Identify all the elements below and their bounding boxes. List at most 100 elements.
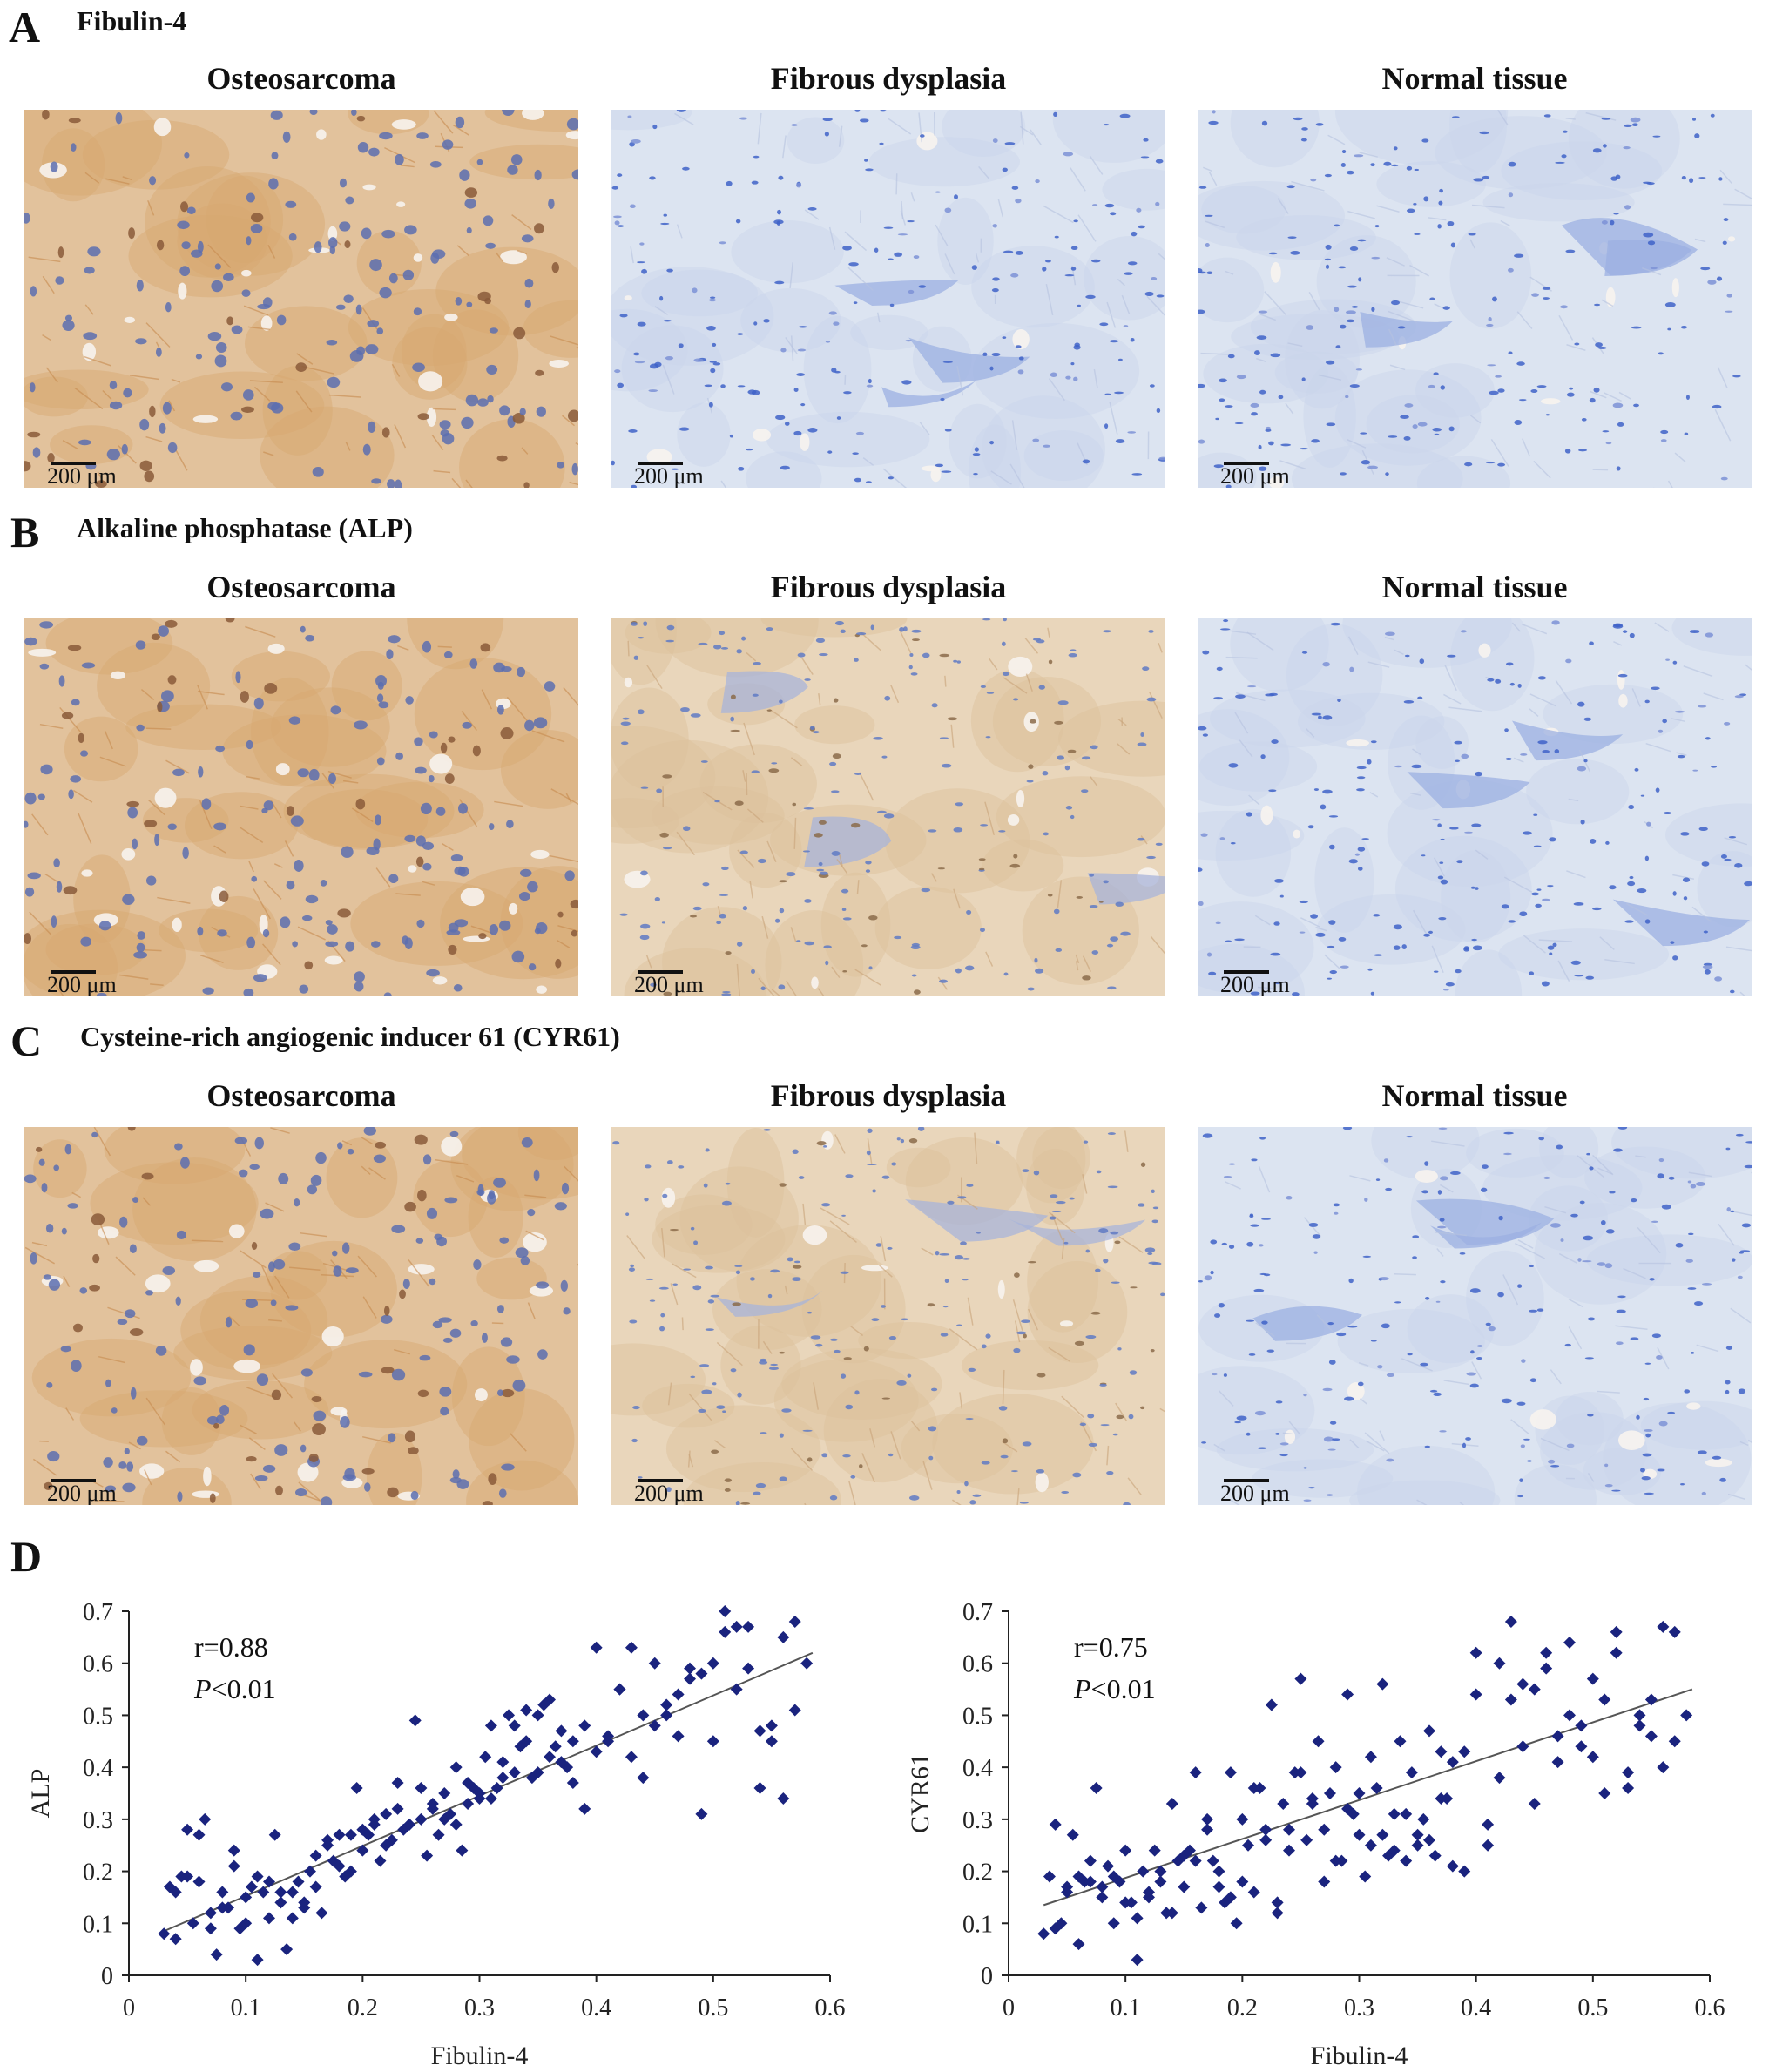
data-point — [660, 1709, 673, 1722]
data-point — [1376, 1677, 1389, 1691]
data-point — [1318, 1823, 1331, 1836]
data-point — [233, 1922, 246, 1935]
data-point — [438, 1787, 451, 1799]
data-point — [613, 1683, 626, 1696]
data-point — [753, 1724, 766, 1738]
data-point — [1405, 1766, 1418, 1779]
data-point — [309, 1880, 322, 1893]
data-point — [380, 1839, 393, 1852]
data-point — [456, 1844, 469, 1857]
data-point — [1668, 1735, 1681, 1748]
data-point — [637, 1709, 650, 1722]
data-point — [1236, 1875, 1249, 1888]
data-point — [1657, 1620, 1670, 1633]
scatter-plot-cyr61: 0 0.1 0.2 0.3 0.4 0.5 0.6 0.7 0 0.1 0.2 0.3 0.4 0.5 0.… — [880, 1585, 1769, 2072]
scale-label: 200 μm — [1220, 1481, 1290, 1505]
data-point — [765, 1735, 778, 1748]
data-point — [1540, 1662, 1553, 1675]
data-point — [1084, 1854, 1097, 1867]
data-point — [368, 1812, 381, 1826]
data-point — [788, 1615, 801, 1628]
x-tick-label: 0 — [1003, 1994, 1015, 2021]
data-point — [280, 1943, 294, 1956]
y-tick-label: 0.3 — [962, 1807, 993, 1834]
data-point — [309, 1849, 322, 1862]
data-point — [1224, 1891, 1237, 1904]
data-point — [1178, 1880, 1191, 1893]
y-tick-label: 0.7 — [962, 1599, 993, 1626]
y-tick-label: 0 — [101, 1963, 113, 1990]
data-point — [1165, 1907, 1178, 1920]
data-point — [578, 1802, 591, 1815]
data-point — [1143, 1886, 1155, 1899]
data-point — [590, 1641, 603, 1654]
micrograph-b-osteosarcoma: 200 μm — [24, 618, 578, 996]
data-point — [777, 1630, 790, 1643]
data-point — [1318, 1875, 1331, 1888]
scale-bar — [1224, 970, 1269, 974]
data-point — [227, 1859, 240, 1873]
data-point — [1107, 1917, 1120, 1930]
data-point — [268, 1828, 281, 1841]
data-point — [1364, 1839, 1377, 1852]
data-point — [578, 1719, 591, 1732]
data-point — [555, 1756, 568, 1769]
micrograph-b-normal-tissue: 200 μm — [1198, 618, 1752, 996]
data-point — [1329, 1761, 1342, 1774]
data-point — [356, 1823, 369, 1836]
data-point — [660, 1698, 673, 1711]
data-point — [1644, 1693, 1658, 1706]
data-point — [1610, 1625, 1623, 1638]
data-point — [484, 1792, 497, 1805]
data-point — [561, 1761, 574, 1774]
data-point — [648, 1657, 661, 1670]
data-point — [240, 1891, 253, 1904]
data-point — [408, 1714, 422, 1727]
data-point — [1423, 1833, 1435, 1846]
data-point — [1493, 1772, 1506, 1785]
data-point — [1271, 1907, 1284, 1920]
data-point — [566, 1777, 579, 1790]
micrograph-c-osteosarcoma: 200 μm — [24, 1127, 578, 1505]
data-point — [490, 1782, 503, 1795]
data-point — [1096, 1891, 1109, 1904]
data-point — [1154, 1865, 1167, 1878]
data-point — [800, 1657, 814, 1670]
data-point — [625, 1641, 638, 1654]
col-title-normal-tissue-c: Normal tissue — [1381, 1078, 1568, 1113]
col-title-fibrous-dysplasia-b: Fibrous dysplasia — [770, 570, 1007, 604]
x-tick-label: 0.5 — [698, 1994, 728, 2021]
data-point — [1148, 1844, 1161, 1857]
data-point — [1341, 1688, 1354, 1701]
data-point — [350, 1782, 363, 1795]
panel-letter-a: A — [9, 3, 41, 51]
col-title-normal-tissue-a: Normal tissue — [1381, 61, 1568, 96]
micrograph-c-normal-tissue: 200 μm — [1198, 1127, 1752, 1505]
data-point — [625, 1751, 638, 1764]
data-point — [1294, 1672, 1307, 1685]
data-point — [181, 1870, 194, 1883]
data-point — [1435, 1745, 1448, 1758]
data-point — [1622, 1782, 1635, 1795]
data-point — [1353, 1787, 1366, 1799]
data-point — [169, 1886, 182, 1899]
data-point — [356, 1844, 369, 1857]
data-point — [1294, 1766, 1307, 1779]
x-tick-label: 0.1 — [1111, 1994, 1141, 2021]
data-point — [1084, 1875, 1097, 1888]
micrograph-texture — [611, 1127, 1165, 1505]
data-point — [192, 1828, 206, 1841]
data-point — [204, 1922, 217, 1935]
data-point — [1504, 1693, 1517, 1706]
data-point — [274, 1886, 287, 1899]
panel-a-title: Fibulin-4 — [77, 5, 187, 37]
p-threshold: <0.01 — [1091, 1673, 1156, 1704]
data-point — [503, 1709, 516, 1722]
data-point — [1043, 1870, 1056, 1883]
data-point — [1528, 1683, 1541, 1696]
data-point — [1271, 1896, 1284, 1909]
data-point — [1096, 1880, 1109, 1893]
data-point — [438, 1812, 451, 1826]
data-point — [385, 1833, 398, 1846]
data-point — [1482, 1818, 1495, 1831]
